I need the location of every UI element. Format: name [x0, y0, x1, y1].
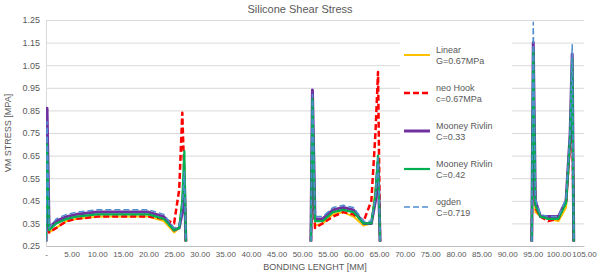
x-tick-label: 55.00: [318, 250, 339, 259]
y-tick-label: 0.65: [22, 151, 40, 161]
x-tick: 15.00: [113, 246, 134, 259]
y-tick-label: 1.25: [22, 15, 40, 25]
x-tick: 75.00: [421, 246, 442, 259]
x-tick-label: 105.00: [572, 250, 597, 259]
x-tick: 40.00: [241, 246, 262, 259]
legend-label-line: Linear: [436, 45, 461, 55]
plot-area: [46, 22, 574, 241]
x-tick-label: 30.00: [190, 250, 211, 259]
legend: LinearG=0.67MPa neo Hookc=0.67MPa Mooney R…: [400, 38, 512, 230]
x-tick: 55.00: [318, 246, 339, 259]
legend-label-line: G=0.67MPa: [436, 56, 484, 66]
legend-label: LinearG=0.67MPa: [436, 45, 484, 66]
x-tick-label: 80.00: [446, 250, 467, 259]
y-tick: 1.25: [22, 15, 584, 25]
x-tick: 80.00: [446, 246, 467, 259]
chart-title: Silicone Shear Stress: [247, 3, 353, 15]
x-tick: 90.00: [498, 246, 519, 259]
legend-label: Mooney RivlinC=0.42: [436, 159, 493, 180]
x-tick: 105.00: [572, 246, 597, 259]
x-tick-label: 70.00: [395, 250, 416, 259]
x-tick: 70.00: [395, 246, 416, 259]
x-tick: 100.00: [547, 246, 572, 259]
x-tick: 50.00: [293, 246, 314, 259]
x-axis: - 5.00 10.00 15.00 20.00 25.00 30.00 35.00 40.00…: [45, 246, 597, 259]
legend-label-line: C=0.719: [436, 208, 470, 218]
legend-background: [400, 38, 512, 230]
y-tick-label: 1.05: [22, 61, 40, 71]
x-tick-label: 45.00: [267, 250, 288, 259]
y-axis-title: VM STRESS [MPA]: [3, 94, 13, 172]
legend-swatch: [404, 206, 430, 208]
x-tick-label: 20.00: [139, 250, 160, 259]
legend-label: ogdenC=0.719: [436, 197, 470, 218]
legend-label: Mooney RivlinC=0.33: [436, 121, 493, 142]
y-tick-label: 0.35: [22, 219, 40, 229]
x-tick: 10.00: [88, 246, 109, 259]
y-tick-label: 0.55: [22, 174, 40, 184]
x-tick: 25.00: [165, 246, 186, 259]
y-tick-label: 0.25: [22, 241, 40, 251]
x-tick: 65.00: [370, 246, 391, 259]
x-tick-label: 15.00: [113, 250, 134, 259]
y-tick-label: 0.75: [22, 128, 40, 138]
legend-label: neo Hookc=0.67MPa: [436, 83, 482, 104]
legend-label-line: Mooney Rivlin: [436, 121, 493, 131]
x-tick: 20.00: [139, 246, 160, 259]
y-tick-label: 0.45: [22, 196, 40, 206]
y-tick-label: 1.15: [22, 38, 40, 48]
legend-swatch: [404, 168, 430, 170]
x-tick-label: 35.00: [216, 250, 237, 259]
x-tick-label: 85.00: [472, 250, 493, 259]
grid-line: [46, 20, 584, 21]
legend-label-line: C=0.33: [436, 132, 465, 142]
x-tick-label: 50.00: [293, 250, 314, 259]
x-axis-title: BONDING LENGHT [MM]: [263, 262, 366, 272]
legend-swatch: [404, 54, 430, 56]
legend-label-line: Mooney Rivlin: [436, 159, 493, 169]
x-tick-label: 40.00: [241, 250, 262, 259]
x-tick-label: 5.00: [64, 250, 80, 259]
x-tick: 85.00: [472, 246, 493, 259]
x-tick-label: -: [45, 250, 48, 259]
x-tick: 60.00: [344, 246, 365, 259]
series-line: [46, 22, 574, 241]
x-tick-label: 60.00: [344, 250, 365, 259]
x-tick: 5.00: [64, 246, 80, 259]
x-tick: 95.00: [523, 246, 544, 259]
y-tick-label: 0.95: [22, 83, 40, 93]
x-tick-label: 10.00: [88, 250, 109, 259]
x-tick: -: [45, 246, 48, 259]
x-tick-label: 75.00: [421, 250, 442, 259]
x-tick: 30.00: [190, 246, 211, 259]
legend-label-line: C=0.42: [436, 170, 465, 180]
x-tick-label: 95.00: [523, 250, 544, 259]
legend-label-line: c=0.67MPa: [436, 94, 482, 104]
x-tick: 35.00: [216, 246, 237, 259]
x-tick: 45.00: [267, 246, 288, 259]
legend-swatch: [404, 130, 430, 133]
legend-label-line: neo Hook: [436, 83, 475, 93]
x-tick-label: 65.00: [370, 250, 391, 259]
x-axis-line: [47, 246, 585, 247]
x-tick-label: 100.00: [547, 250, 572, 259]
y-tick-label: 0.85: [22, 106, 40, 116]
chart: 0.25 0.35 0.45 0.55 0.65 0.75 0.85 0.95 1.05 1.15…: [0, 0, 600, 273]
legend-swatch: [404, 92, 430, 95]
y-axis: 0.25 0.35 0.45 0.55 0.65 0.75 0.85 0.95 1.05 1.15…: [22, 15, 584, 251]
grid-line: [46, 246, 584, 247]
x-tick-label: 90.00: [498, 250, 519, 259]
x-tick-label: 25.00: [165, 250, 186, 259]
legend-label-line: ogden: [436, 197, 461, 207]
